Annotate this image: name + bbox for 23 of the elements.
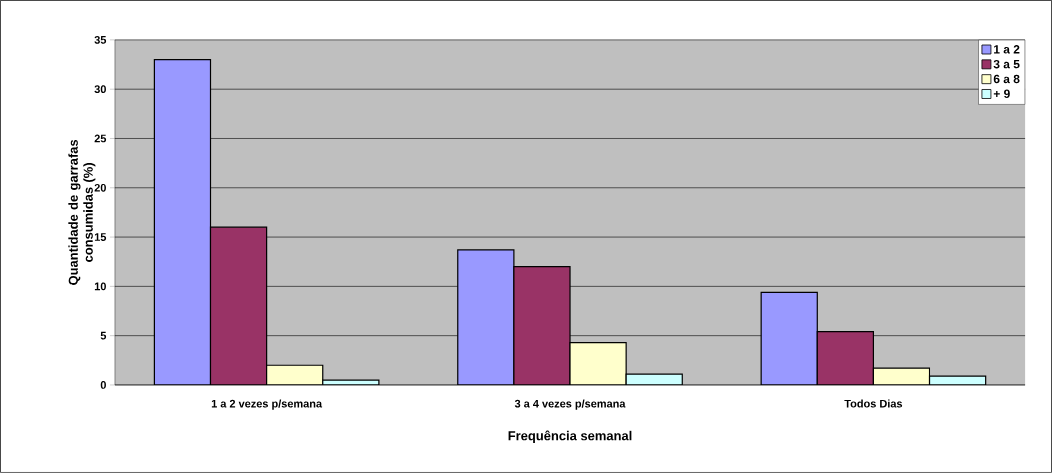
x-tick-label: 1 a 2 vezes p/semana: [211, 399, 323, 410]
y-tick-label: 15: [94, 233, 107, 241]
legend-label: 6 a 8: [993, 74, 1020, 84]
bar: [569, 342, 627, 386]
bar: [513, 266, 571, 386]
y-tick-label: 25: [94, 134, 107, 143]
bar: [457, 249, 515, 386]
y-tick-label: 0: [100, 381, 106, 389]
bar: [760, 291, 818, 386]
bar: [209, 226, 268, 386]
x-tick-label: 3 a 4 vezes p/semana: [514, 399, 626, 410]
y-tick-label: 20: [94, 183, 106, 192]
legend-label: 1 a 2: [994, 45, 1020, 54]
y-tick-label: 10: [94, 282, 106, 291]
y-tick-label: 35: [94, 36, 107, 44]
y-tick-label: 30: [94, 85, 106, 94]
legend-label: 3 a 5: [993, 59, 1020, 69]
bar: [816, 331, 875, 386]
x-axis-title: Frequência semanal: [508, 430, 632, 443]
x-tick-label: Todos Dias: [844, 399, 903, 408]
legend-label: + 9: [993, 89, 1010, 99]
y-tick-label: 5: [100, 331, 107, 340]
bar: [153, 59, 212, 386]
